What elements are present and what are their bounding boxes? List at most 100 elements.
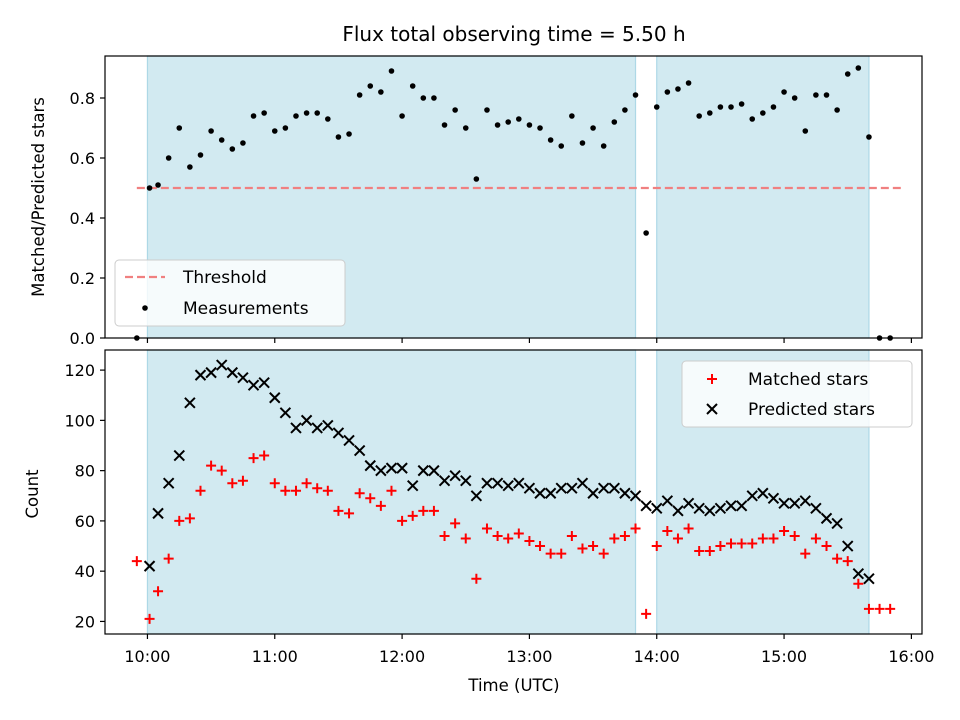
matched-star-point — [853, 578, 864, 589]
measurement-point — [494, 122, 501, 128]
matched-star-point — [397, 515, 408, 526]
measurement-point — [526, 122, 533, 128]
measurement-point — [632, 92, 639, 98]
measurement-point — [579, 140, 586, 146]
ratio-panel: Flux total observing time = 5.50 h 0.00.… — [29, 22, 923, 348]
count-panel: 20 40 60 80 100 120 10:00 11:00 12:00 13:00 14:00 1… — [23, 349, 934, 695]
predicted-star-point — [767, 492, 780, 504]
matched-star-point — [789, 530, 800, 541]
predicted-star-point — [216, 359, 228, 371]
predicted-star-point — [820, 512, 833, 525]
predicted-star-point — [491, 477, 504, 489]
measurement-point — [240, 140, 246, 146]
matched-star-point — [726, 538, 737, 549]
predicted-star-point — [788, 497, 801, 510]
x-tick-label: 15:00 — [761, 647, 807, 666]
predicted-star-point — [460, 474, 472, 487]
x-tick-label: 10:00 — [124, 647, 170, 666]
measurement-point — [261, 110, 267, 116]
measurement-point — [622, 107, 628, 113]
predicted-star-point — [682, 497, 695, 510]
predicted-star-point — [714, 502, 727, 515]
matched-star-point — [651, 541, 662, 552]
matched-star-point — [672, 533, 683, 544]
matched-star-point — [354, 488, 365, 499]
matched-star-point — [407, 510, 418, 521]
predicted-star-point — [502, 480, 514, 492]
predicted-star-point — [226, 366, 239, 379]
matched-star-point — [428, 505, 439, 516]
matched-star-point — [694, 546, 705, 557]
matched-star-point — [386, 485, 397, 496]
predicted-star-point — [449, 469, 461, 482]
predicted-star-point — [523, 482, 536, 494]
matched-star-point — [566, 530, 577, 541]
predicted-star-point — [693, 502, 705, 515]
matched-star-point — [863, 603, 874, 614]
predicted-star-point — [735, 500, 748, 512]
measurement-point — [653, 104, 660, 110]
matched-star-point — [619, 530, 630, 541]
matched-star-point — [144, 613, 155, 624]
top-y-ticks: 0.0 0.2 0.4 0.6 0.8 — [70, 89, 912, 348]
predicted-star-point — [470, 490, 483, 502]
legend-matched-swatch — [707, 374, 717, 384]
legend-measurements-label: Measurements — [183, 299, 309, 319]
matched-star-point — [269, 478, 280, 489]
predicted-star-point — [269, 392, 281, 404]
matched-star-point — [163, 553, 174, 564]
measurement-point — [569, 113, 575, 119]
x-tick-label: 12:00 — [379, 647, 425, 666]
predicted-star-point — [385, 462, 398, 474]
measurement-point — [208, 128, 214, 134]
matched-star-point — [874, 603, 885, 614]
x-axis-label: Time (UTC) — [467, 676, 559, 695]
legend-frame — [114, 259, 346, 327]
measurement-point — [823, 92, 830, 98]
matched-star-point — [237, 475, 248, 486]
matched-star-point — [333, 505, 344, 516]
matched-star-point — [174, 515, 185, 526]
measurement-point — [356, 92, 363, 98]
predicted-star-point — [279, 407, 292, 419]
bottom-y-tick-label: 120 — [64, 361, 95, 380]
matched-star-point — [481, 523, 492, 534]
top-y-tick-label: 0.6 — [70, 149, 95, 168]
predicted-star-point — [173, 449, 185, 462]
predicted-star-point — [332, 427, 345, 439]
measurement-point — [537, 125, 543, 131]
matched-star-point — [439, 530, 450, 541]
x-tick-label: 16:00 — [888, 647, 934, 666]
matched-star-point — [577, 543, 588, 554]
measurement-point — [844, 71, 851, 77]
matched-star-point — [598, 548, 609, 559]
matched-star-point — [885, 603, 896, 614]
measurement-point — [706, 110, 713, 116]
predicted-star-point — [597, 482, 610, 494]
matched-star-point — [153, 586, 164, 597]
predicted-star-point — [672, 505, 684, 517]
measurement-point — [770, 104, 777, 110]
predicted-star-point — [194, 369, 207, 381]
predicted-star-point — [544, 487, 557, 499]
measurement-point — [462, 125, 469, 131]
predicted-star-point — [322, 419, 334, 432]
measurement-point — [441, 122, 448, 128]
measurement-point — [335, 134, 342, 140]
measurement-point — [176, 125, 183, 131]
predicted-star-point — [152, 507, 164, 520]
legend-predicted-swatch — [706, 403, 718, 415]
measurement-point — [866, 134, 872, 140]
measurement-point — [685, 80, 692, 86]
measurement-point — [452, 107, 458, 113]
matched-star-point — [609, 533, 620, 544]
matched-star-point — [810, 533, 821, 544]
matched-star-point — [301, 478, 312, 489]
count-points — [131, 359, 896, 624]
predicted-star-point — [661, 495, 674, 507]
predicted-star-point — [438, 474, 451, 487]
predicted-star-point — [364, 459, 376, 472]
top-y-tick-label: 0.4 — [70, 209, 95, 228]
legend-predicted-label: Predicted stars — [748, 400, 875, 420]
measurement-point — [197, 152, 204, 158]
